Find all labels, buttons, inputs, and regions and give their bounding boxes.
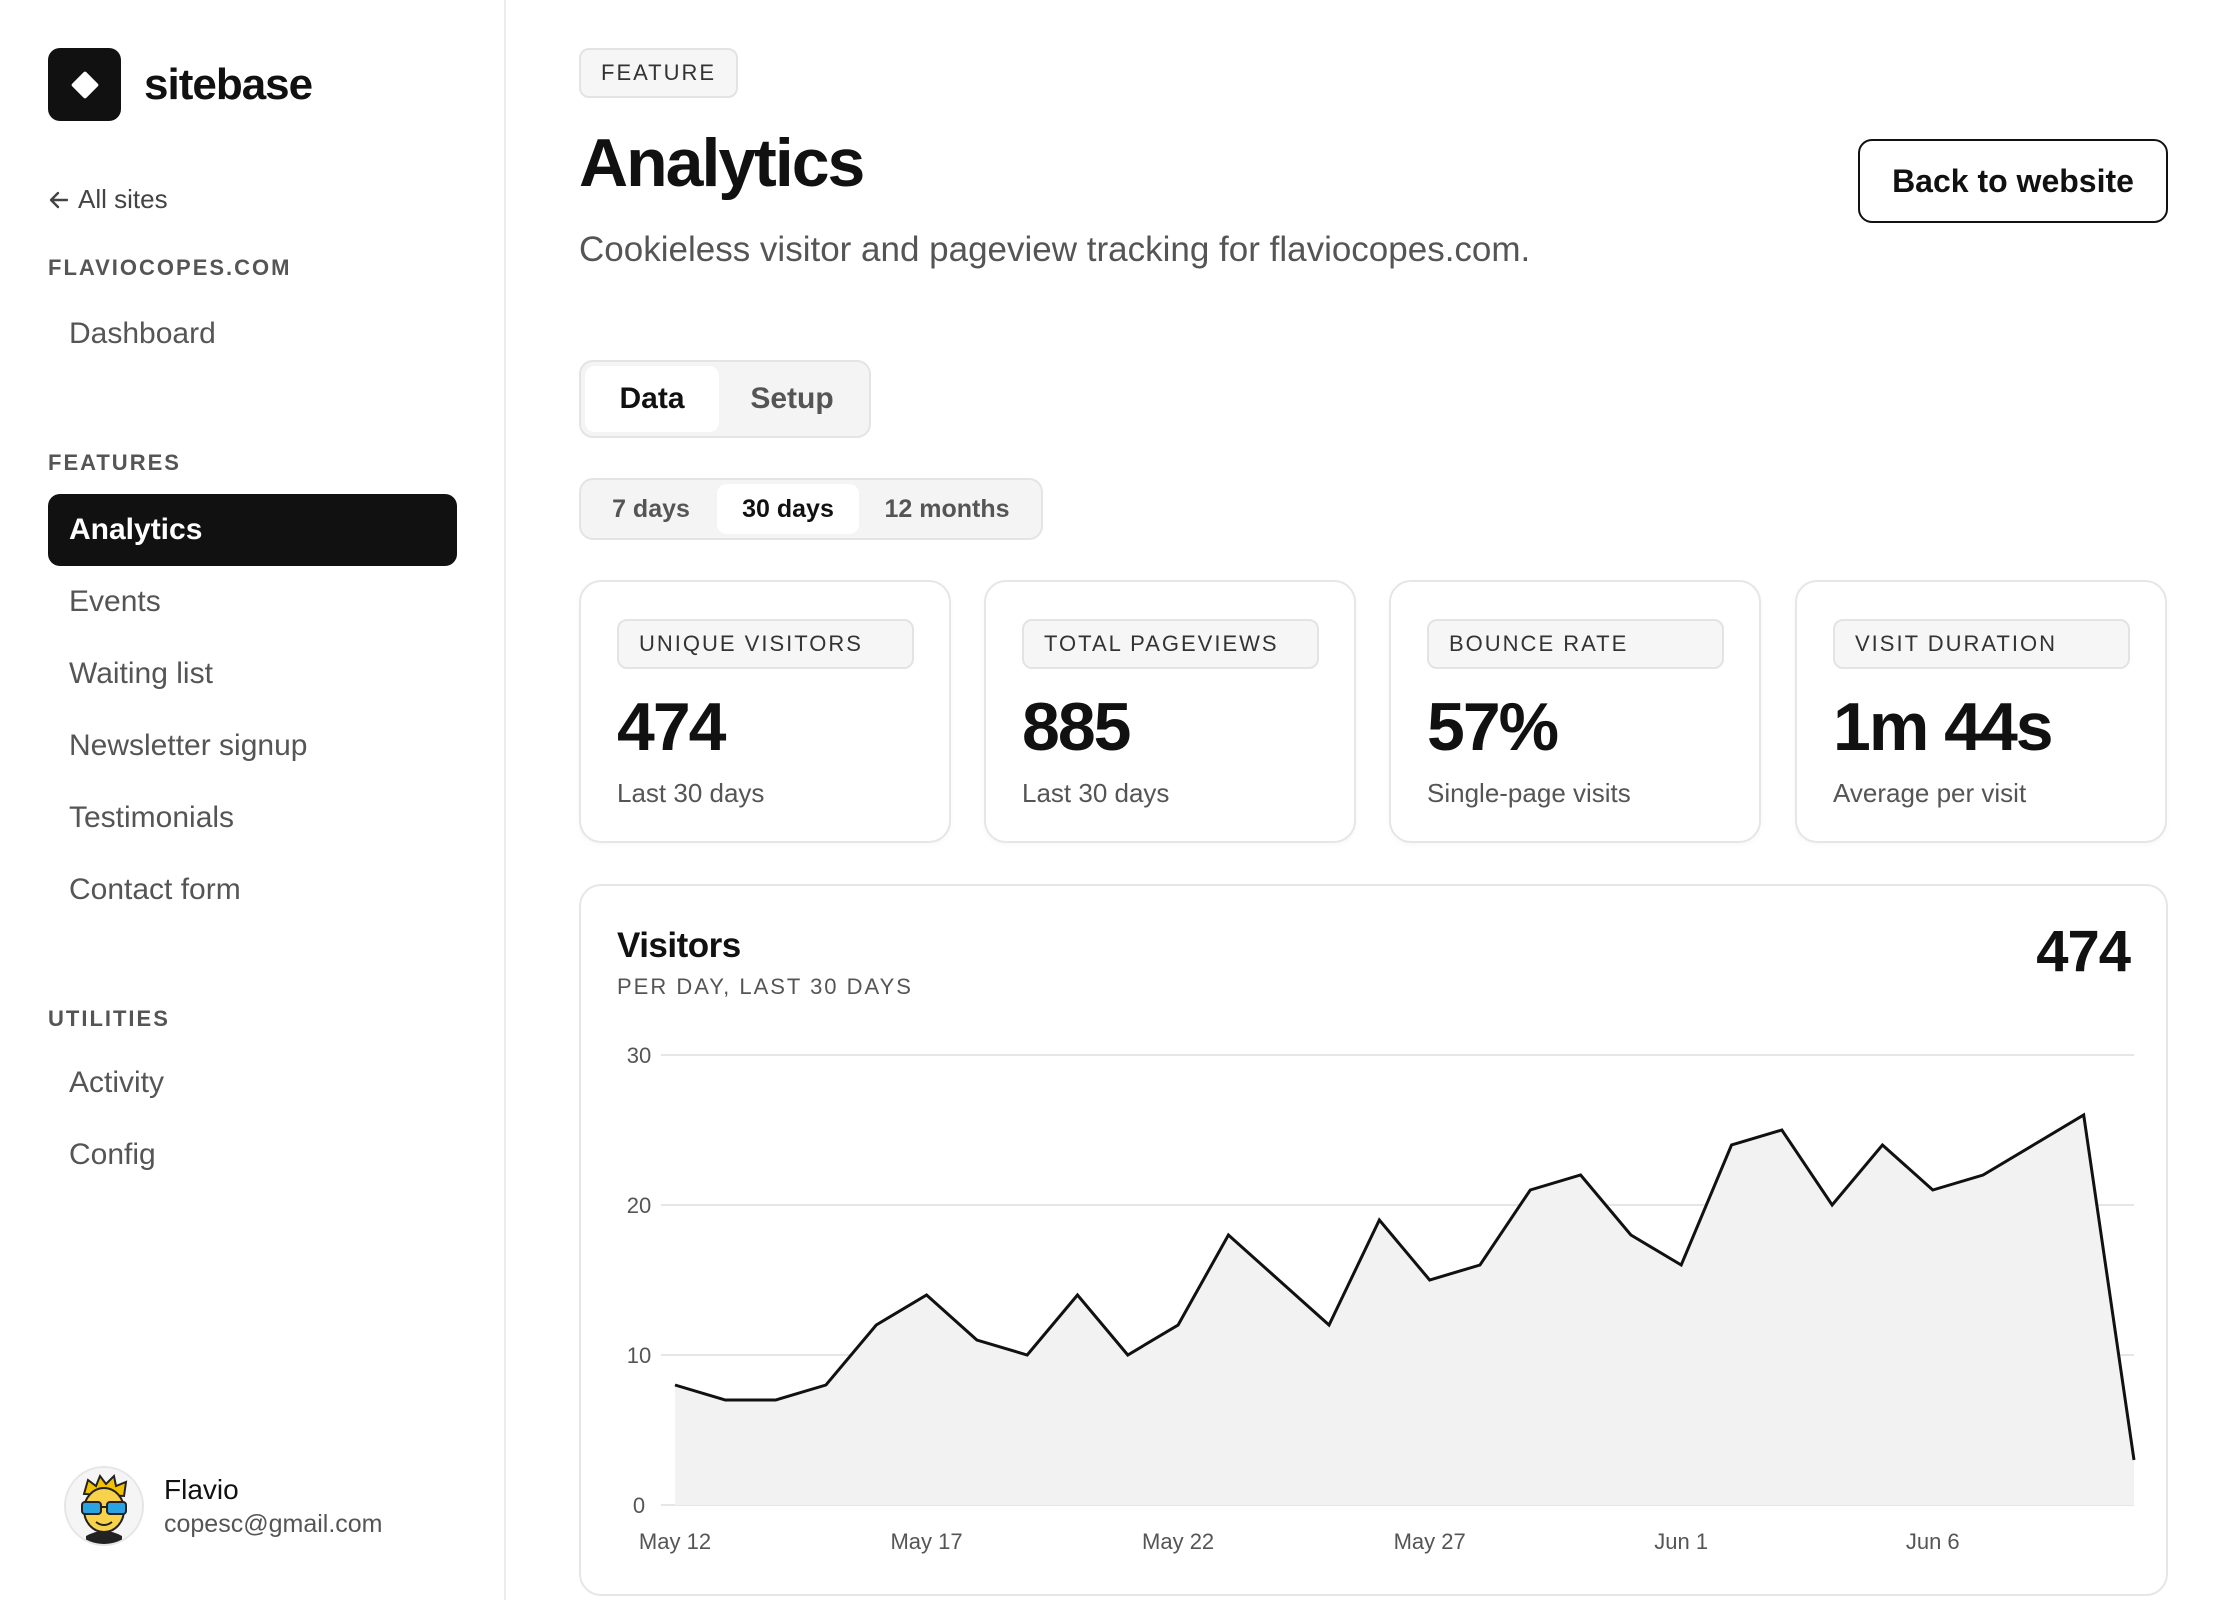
features-section-label: FEATURES: [48, 450, 181, 475]
stat-label: UNIQUE VISITORS: [617, 619, 914, 669]
stat-value: 474: [617, 689, 726, 765]
visitors-chart: 0 10 20 30 May 12 May 17 May 22 May 27 Jun 1 Jun …: [627, 1043, 2136, 1554]
stat-caption: Average per visit: [1833, 778, 2027, 808]
x-tick-label: May 27: [1394, 1529, 1466, 1554]
range-30-days[interactable]: 30 days: [717, 484, 859, 534]
page-title: Analytics: [579, 125, 865, 201]
visitors-chart-card: Visitors PER DAY, LAST 30 DAYS 474 0 10 20…: [579, 884, 2168, 1596]
page-subtitle: Cookieless visitor and pageview tracking…: [579, 230, 1531, 269]
sidebar-item-activity[interactable]: Activity: [69, 1066, 165, 1099]
chart-subtitle: PER DAY, LAST 30 DAYS: [617, 974, 913, 999]
x-tick-label: Jun 6: [1906, 1529, 1960, 1554]
series-line: [674, 1112, 2136, 1461]
all-sites-link[interactable]: All sites: [48, 184, 168, 215]
avatar: [64, 1466, 144, 1546]
brand[interactable]: sitebase: [48, 48, 313, 121]
stat-caption: Single-page visits: [1427, 778, 1631, 808]
sidebar-item-events[interactable]: Events: [69, 585, 161, 618]
back-to-website-button[interactable]: Back to website: [1858, 139, 2168, 223]
range-selector: 7 days 30 days 12 months: [579, 478, 1043, 540]
sidebar: sitebase All sites FLAVIOCOPES.COM Dashb…: [0, 0, 506, 1600]
stat-label: TOTAL PAGEVIEWS: [1022, 619, 1319, 669]
stat-card-visit-duration: VISIT DURATION 1m 44s Average per visit: [1795, 580, 2167, 843]
stat-caption: Last 30 days: [1022, 778, 1170, 808]
brand-name: sitebase: [144, 59, 313, 109]
y-tick-label: 0: [633, 1493, 645, 1518]
stat-label: BOUNCE RATE: [1427, 619, 1724, 669]
all-sites-label: All sites: [78, 184, 168, 214]
x-tick-label: Jun 1: [1654, 1529, 1708, 1554]
chart-title: Visitors: [617, 926, 741, 965]
stat-value: 885: [1022, 689, 1131, 765]
stat-label: VISIT DURATION: [1833, 619, 2130, 669]
sidebar-item-dashboard[interactable]: Dashboard: [69, 317, 216, 350]
stat-card-total-pageviews: TOTAL PAGEVIEWS 885 Last 30 days: [984, 580, 1356, 843]
stat-card-unique-visitors: UNIQUE VISITORS 474 Last 30 days: [579, 580, 951, 843]
x-tick-label: May 12: [639, 1529, 711, 1554]
user-profile[interactable]: Flavio copesc@gmail.com: [64, 1466, 383, 1546]
stat-card-bounce-rate: BOUNCE RATE 57% Single-page visits: [1389, 580, 1761, 843]
diamond-icon: [48, 48, 121, 121]
y-tick-label: 20: [627, 1193, 651, 1218]
site-section-label: FLAVIOCOPES.COM: [48, 255, 292, 280]
sidebar-item-contact-form[interactable]: Contact form: [69, 873, 241, 906]
stat-value: 57%: [1427, 689, 1559, 765]
range-12-months[interactable]: 12 months: [884, 494, 1010, 523]
sidebar-item-newsletter-signup[interactable]: Newsletter signup: [69, 729, 308, 762]
utilities-section-label: UTILITIES: [48, 1006, 170, 1031]
x-tick-label: May 17: [890, 1529, 962, 1554]
series-area: [675, 1115, 2134, 1505]
sidebar-item-testimonials[interactable]: Testimonials: [69, 801, 235, 834]
stat-value: 1m 44s: [1833, 689, 2054, 765]
user-name: Flavio: [164, 1473, 239, 1505]
stat-caption: Last 30 days: [617, 778, 765, 808]
arrow-left-icon: [49, 191, 69, 208]
tab-data[interactable]: Data: [585, 366, 720, 432]
x-tick-label: May 22: [1142, 1529, 1214, 1554]
y-tick-label: 10: [627, 1343, 651, 1368]
range-7-days[interactable]: 7 days: [612, 494, 690, 523]
sidebar-item-waiting-list[interactable]: Waiting list: [69, 657, 213, 690]
view-tabs: Data Setup: [579, 360, 871, 438]
tab-setup[interactable]: Setup: [750, 382, 834, 415]
feature-badge: FEATURE: [579, 48, 739, 98]
sidebar-item-config[interactable]: Config: [69, 1138, 156, 1171]
chart-total: 474: [2036, 919, 2131, 984]
sidebar-item-analytics[interactable]: Analytics: [48, 494, 457, 566]
y-tick-label: 30: [627, 1043, 651, 1068]
user-email: copesc@gmail.com: [164, 1509, 383, 1538]
